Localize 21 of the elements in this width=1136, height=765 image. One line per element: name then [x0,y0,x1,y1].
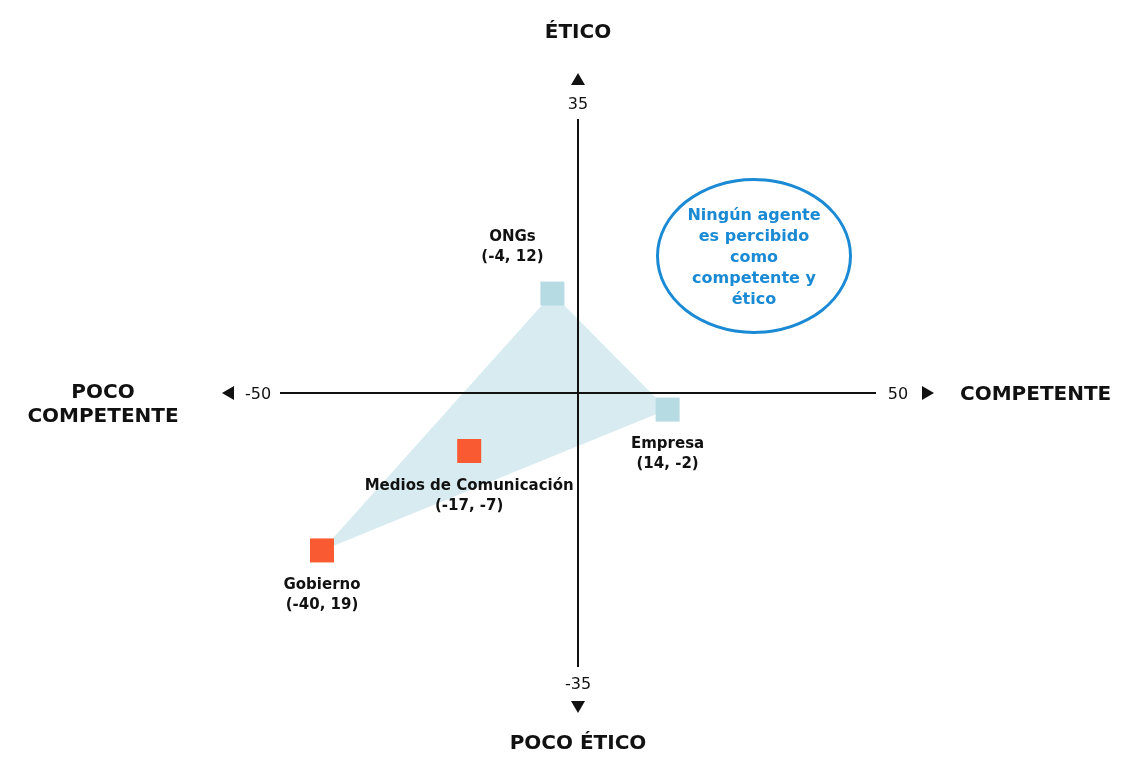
text: ONGs [489,227,536,246]
series-label: Medios de Comunicación [364,475,574,494]
x-axis-title: COMPETENTE [960,381,1112,405]
y-tick-label: 35 [567,94,589,113]
annotation: Ningún agente es percibido como competente y ético [656,178,852,334]
x-tick-label: 50 [887,384,909,403]
y-axis-title: ÉTICO [544,19,612,43]
data-label: (-17, -7) [435,495,504,514]
series-label: Gobierno [283,574,361,593]
data-label: (-4, 12) [481,247,544,266]
point [540,281,565,306]
point [655,397,680,422]
text: POCO COMPETENTE [26,379,180,427]
x-tick-label: -50 [244,384,272,403]
point [310,538,334,563]
text: POCO ÉTICO [508,730,648,754]
point [457,439,482,463]
data-label: (-40, 19) [285,594,359,613]
data-label: (14, -2) [636,454,699,473]
y-tick-label: -35 [564,674,592,693]
series-label: Empresa [630,434,705,453]
